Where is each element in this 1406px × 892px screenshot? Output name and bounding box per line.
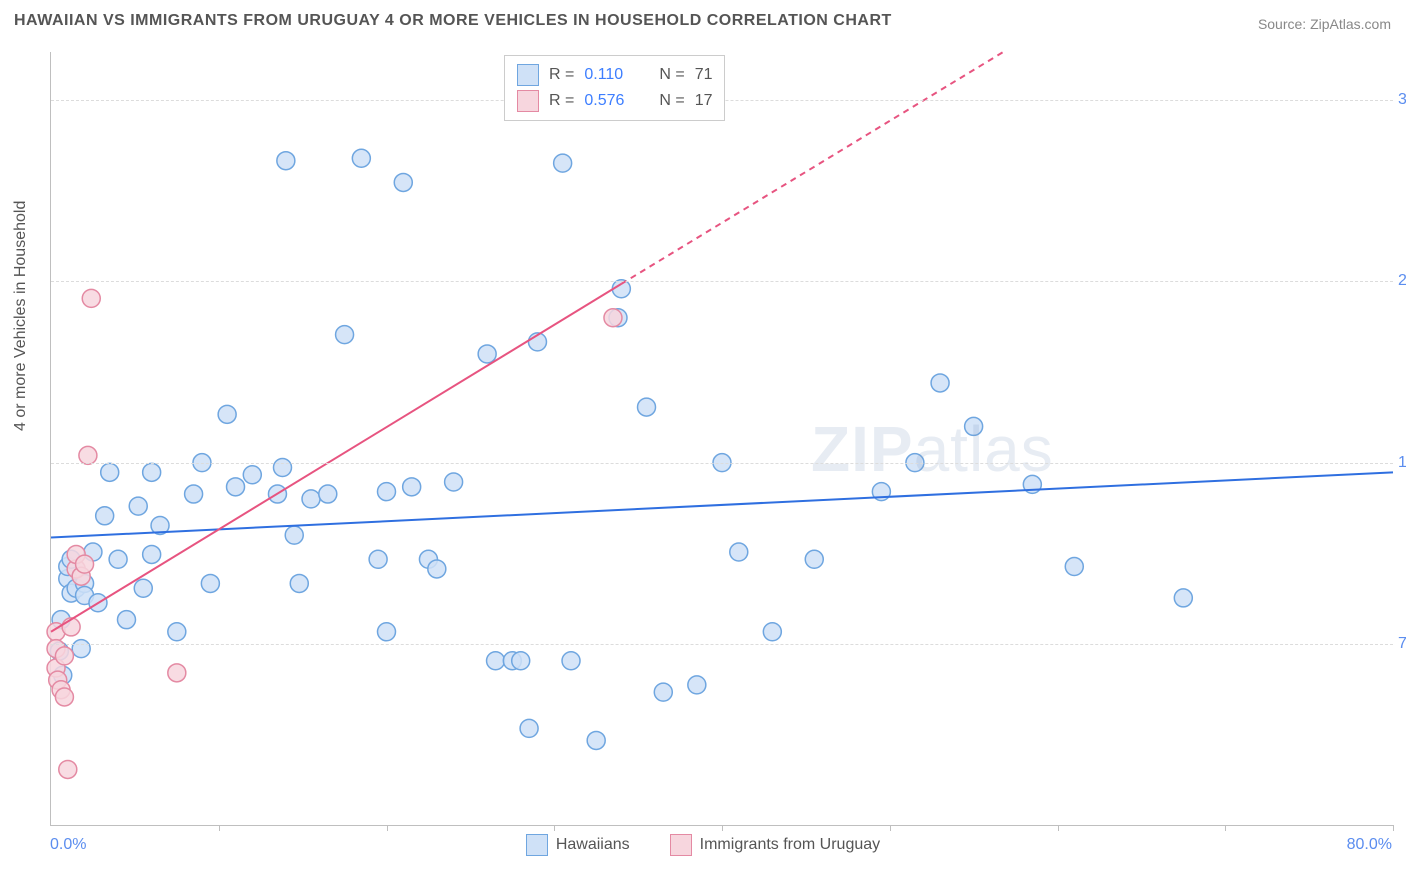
- scatter-point-hawaiians: [185, 485, 203, 503]
- scatter-point-uruguay: [82, 289, 100, 307]
- scatter-point-hawaiians: [730, 543, 748, 561]
- scatter-point-hawaiians: [763, 623, 781, 641]
- scatter-point-hawaiians: [1174, 589, 1192, 607]
- x-tick: [1225, 825, 1226, 831]
- scatter-point-hawaiians: [478, 345, 496, 363]
- scatter-point-hawaiians: [378, 623, 396, 641]
- legend-stats-row-hawaiians: R = 0.110 N = 71: [517, 62, 712, 88]
- legend-r-value: 0.110: [584, 66, 639, 84]
- legend-bottom: Hawaiians Immigrants from Uruguay: [0, 834, 1406, 856]
- scatter-point-hawaiians: [117, 611, 135, 629]
- scatter-point-hawaiians: [638, 398, 656, 416]
- scatter-point-hawaiians: [654, 683, 672, 701]
- x-tick: [890, 825, 891, 831]
- legend-r-label: R =: [549, 92, 574, 110]
- scatter-point-uruguay: [55, 688, 73, 706]
- scatter-point-uruguay: [55, 647, 73, 665]
- source-label: Source: ZipAtlas.com: [1258, 16, 1391, 32]
- chart-svg: [51, 52, 1393, 825]
- x-tick: [1058, 825, 1059, 831]
- scatter-point-hawaiians: [243, 466, 261, 484]
- legend-n-label: N =: [659, 92, 684, 110]
- legend-stats: R = 0.110 N = 71 R = 0.576 N = 17: [504, 55, 725, 121]
- legend-swatch: [526, 834, 548, 856]
- scatter-point-hawaiians: [129, 497, 147, 515]
- legend-item-hawaiians: Hawaiians: [526, 834, 630, 856]
- scatter-point-hawaiians: [277, 152, 295, 170]
- chart-root: HAWAIIAN VS IMMIGRANTS FROM URUGUAY 4 OR…: [0, 0, 1406, 892]
- scatter-point-hawaiians: [72, 640, 90, 658]
- scatter-point-uruguay: [604, 309, 622, 327]
- scatter-point-hawaiians: [273, 458, 291, 476]
- gridline-h: [51, 463, 1393, 464]
- scatter-point-hawaiians: [96, 507, 114, 525]
- scatter-point-hawaiians: [290, 574, 308, 592]
- x-tick: [722, 825, 723, 831]
- legend-swatch: [670, 834, 692, 856]
- x-tick: [387, 825, 388, 831]
- scatter-point-hawaiians: [487, 652, 505, 670]
- legend-stats-row-uruguay: R = 0.576 N = 17: [517, 88, 712, 114]
- scatter-point-hawaiians: [285, 526, 303, 544]
- scatter-point-hawaiians: [1065, 558, 1083, 576]
- y-tick-label: 15.0%: [1398, 454, 1406, 472]
- scatter-point-hawaiians: [403, 478, 421, 496]
- scatter-point-uruguay: [59, 760, 77, 778]
- scatter-point-hawaiians: [445, 473, 463, 491]
- scatter-point-hawaiians: [319, 485, 337, 503]
- plot-area: ZIPatlas 7.5%15.0%22.5%30.0%R =0.110N =7…: [50, 52, 1393, 826]
- scatter-point-hawaiians: [554, 154, 572, 172]
- scatter-point-uruguay: [168, 664, 186, 682]
- legend-label: Immigrants from Uruguay: [700, 836, 881, 854]
- y-tick-label: 22.5%: [1398, 272, 1406, 290]
- x-tick: [219, 825, 220, 831]
- scatter-point-hawaiians: [562, 652, 580, 670]
- legend-swatch: [517, 64, 539, 86]
- legend-n-label: N =: [659, 66, 684, 84]
- scatter-point-uruguay: [76, 555, 94, 573]
- scatter-point-hawaiians: [336, 326, 354, 344]
- y-tick-label: 7.5%: [1398, 635, 1406, 653]
- scatter-point-hawaiians: [965, 417, 983, 435]
- scatter-point-hawaiians: [394, 173, 412, 191]
- scatter-point-hawaiians: [587, 731, 605, 749]
- legend-r-label: R =: [549, 66, 574, 84]
- x-tick: [1393, 825, 1394, 831]
- scatter-point-hawaiians: [227, 478, 245, 496]
- legend-r-value: 0.576: [584, 92, 639, 110]
- y-tick-label: 30.0%: [1398, 91, 1406, 109]
- legend-item-uruguay: Immigrants from Uruguay: [670, 834, 881, 856]
- legend-n-value: 71: [695, 66, 713, 84]
- scatter-point-hawaiians: [931, 374, 949, 392]
- scatter-point-hawaiians: [218, 405, 236, 423]
- scatter-point-hawaiians: [134, 579, 152, 597]
- scatter-point-hawaiians: [101, 463, 119, 481]
- scatter-point-hawaiians: [143, 545, 161, 563]
- y-axis-label: 4 or more Vehicles in Household: [12, 201, 30, 431]
- chart-title: HAWAIIAN VS IMMIGRANTS FROM URUGUAY 4 OR…: [14, 12, 892, 30]
- scatter-point-hawaiians: [512, 652, 530, 670]
- scatter-point-hawaiians: [520, 719, 538, 737]
- scatter-point-hawaiians: [428, 560, 446, 578]
- legend-n-value: 17: [695, 92, 713, 110]
- legend-swatch: [517, 90, 539, 112]
- scatter-point-hawaiians: [109, 550, 127, 568]
- scatter-point-hawaiians: [302, 490, 320, 508]
- scatter-point-hawaiians: [201, 574, 219, 592]
- legend-label: Hawaiians: [556, 836, 630, 854]
- scatter-point-hawaiians: [168, 623, 186, 641]
- scatter-point-hawaiians: [688, 676, 706, 694]
- gridline-h: [51, 644, 1393, 645]
- scatter-point-hawaiians: [352, 149, 370, 167]
- scatter-point-hawaiians: [805, 550, 823, 568]
- scatter-point-hawaiians: [143, 463, 161, 481]
- gridline-h: [51, 281, 1393, 282]
- scatter-point-hawaiians: [378, 483, 396, 501]
- x-tick: [554, 825, 555, 831]
- scatter-point-hawaiians: [369, 550, 387, 568]
